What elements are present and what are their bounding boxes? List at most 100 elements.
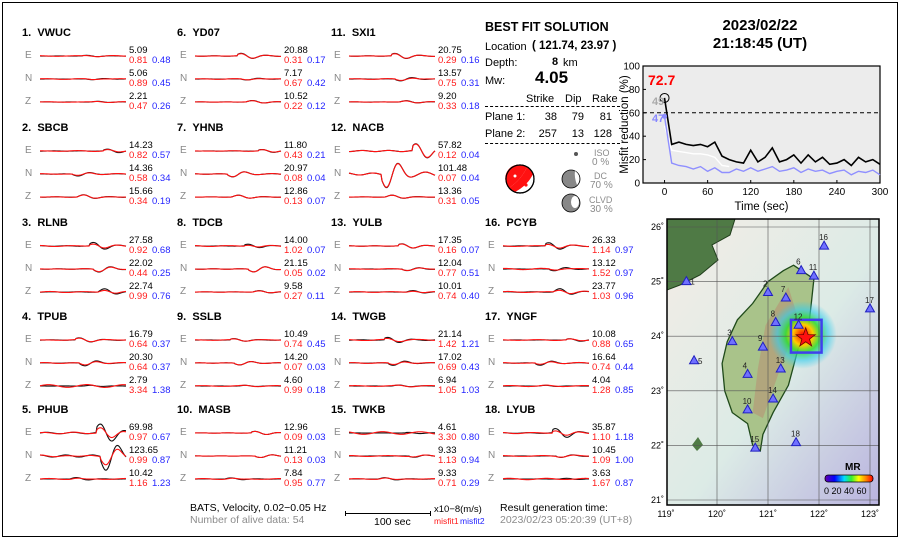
misfit1-value: 0.75 (438, 78, 457, 89)
misfit2-value: 0.17 (307, 55, 326, 66)
peak-amplitude: 9.33 (438, 445, 457, 456)
misfit1-value: 0.27 (284, 291, 303, 302)
station-title: 18. LYUB (485, 404, 535, 416)
misfit1-value: 0.82 (129, 150, 148, 161)
component-label: Z (334, 96, 341, 107)
filter-info: BATS, Velocity, 0.02−0.05 Hz (190, 502, 327, 514)
misfit1-value: 1.10 (592, 432, 611, 443)
station-name: NACB (352, 122, 385, 134)
waveform-trace (194, 99, 282, 104)
synthetic-waveform (348, 77, 436, 81)
waveform-trace (194, 430, 282, 436)
component-label: E (25, 427, 32, 438)
peak-amplitude: 27.58 (129, 235, 153, 246)
misfit2-value: 0.67 (152, 432, 171, 443)
synthetic-waveform (502, 289, 590, 295)
misfit2-value: 0.77 (307, 478, 326, 489)
synthetic-waveform (502, 430, 590, 436)
y-axis-label: Misfit reduction (%) (619, 75, 631, 174)
component-label: E (334, 334, 341, 345)
component-label: N (334, 450, 342, 461)
misfit1-value: 0.31 (284, 55, 303, 66)
station-triangle-icon (688, 354, 700, 365)
synthetic-waveform (39, 149, 127, 153)
synthetic-waveform (348, 290, 436, 294)
misfit1-value: 3.30 (438, 432, 457, 443)
waveform-trace (39, 476, 127, 481)
misfit2-value: 0.96 (615, 291, 634, 302)
component-label: Z (488, 473, 495, 484)
misfit2-value: 0.76 (152, 291, 171, 302)
mw-value: 4.05 (535, 68, 569, 87)
station-name: YD07 (192, 27, 220, 39)
station-id-label: 12 (794, 312, 803, 321)
station-title: 9. SSLB (177, 311, 222, 323)
synthetic-waveform (348, 361, 436, 366)
event-date: 2023/02/22 (722, 17, 798, 34)
station-title: 14. TWGB (331, 311, 386, 323)
synthetic-waveform (194, 477, 282, 480)
dc-ball-icon (561, 169, 581, 189)
waveform-trace (502, 428, 590, 438)
station-number: 4. (22, 311, 32, 323)
waveform-trace (39, 266, 127, 273)
misfit2-value: 0.07 (307, 245, 326, 256)
x-tick-label: 120 (742, 187, 759, 198)
misfit2-value: 0.11 (307, 291, 325, 302)
peak-amplitude: 2.21 (129, 91, 148, 102)
station-number: 3. (22, 217, 32, 229)
observed-waveform (348, 336, 436, 344)
misfit2-value: 0.40 (461, 291, 480, 302)
generation-time-value: 2023/02/23 05:20:39 (UT+8) (500, 514, 633, 526)
peak-amplitude: 4.61 (438, 422, 457, 433)
waveform-trace (39, 172, 127, 177)
longitude-label: 123˚ (861, 509, 879, 519)
misfit1-value: 0.13 (284, 455, 303, 466)
waveform-trace (502, 454, 590, 458)
synthetic-waveform (348, 143, 436, 158)
synthetic-waveform (348, 267, 436, 271)
waveform-trace (194, 477, 282, 481)
misfit2-value: 0.26 (152, 101, 171, 112)
peak-amplitude: 5.06 (129, 68, 148, 79)
misfit2-value: 0.68 (152, 245, 171, 256)
misfit1-value: 0.81 (129, 55, 148, 66)
synthetic-waveform (348, 100, 436, 104)
misfit2-value: 0.05 (461, 196, 480, 207)
waveform-trace (348, 336, 436, 344)
station-triangle-icon (795, 264, 807, 275)
peak-amplitude: 3.63 (592, 468, 611, 479)
misfit2-value: 0.19 (152, 196, 171, 207)
misfit1-value: 1.13 (438, 455, 457, 466)
misfit2-value: 0.04 (307, 173, 326, 184)
synthetic-waveform (502, 243, 590, 249)
peak-amplitude: 21.15 (284, 258, 308, 269)
latitude-label: 26˚ (651, 222, 664, 232)
misfit2-value: 0.25 (152, 268, 171, 279)
variance-reduction-line (663, 97, 881, 167)
synthetic-waveform (194, 384, 282, 388)
peak-amplitude: 12.96 (284, 422, 308, 433)
misfit-reduction-chart: 72.7 49 47 0 60 120 180 240 300 0 20 40 60 80 100 Time … (619, 62, 889, 214)
misfit1-value: 0.29 (438, 55, 457, 66)
misfit2-value: 0.45 (307, 339, 326, 350)
plot-area (642, 65, 881, 184)
station-title: 3. RLNB (22, 217, 68, 229)
time-scale-label: 100 sec (374, 516, 411, 528)
misfit1-value: 0.64 (129, 362, 148, 373)
synthetic-waveform (348, 431, 436, 435)
peak-amplitude: 20.97 (284, 163, 308, 174)
chart-annotation: 49 (652, 96, 664, 108)
peak-amplitude: 12.04 (438, 258, 462, 269)
misfit1-value: 0.64 (129, 339, 148, 350)
plane1-dip: 79 (571, 111, 584, 123)
station-triangle-icon (767, 392, 779, 403)
station-name: PCYB (506, 217, 537, 229)
component-label: E (334, 240, 341, 251)
station-id-label: 5 (698, 357, 703, 366)
station-name: SSLB (192, 311, 222, 323)
station-triangle-icon (742, 368, 753, 378)
component-label: Z (488, 380, 495, 391)
x-tick-label: 240 (829, 187, 846, 198)
station-name: TPUB (37, 311, 68, 323)
